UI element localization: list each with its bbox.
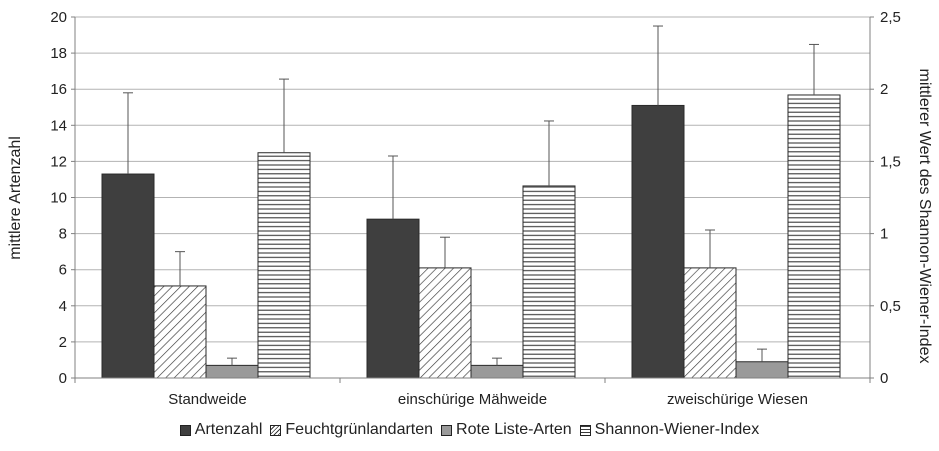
y-axis-left-label: mittlere Artenzahl bbox=[7, 136, 24, 260]
legend-item-artenzahl: Artenzahl bbox=[179, 421, 263, 439]
y-left-tick-label: 20 bbox=[50, 9, 67, 26]
bars-layer bbox=[101, 25, 841, 379]
y-right-tick-label: 2 bbox=[880, 81, 888, 98]
legend-label-artenzahl: Artenzahl bbox=[194, 421, 263, 438]
bar bbox=[101, 173, 155, 379]
y-left-tick-label: 10 bbox=[50, 190, 67, 207]
y-left-tick-label: 14 bbox=[50, 117, 67, 134]
bar bbox=[522, 185, 576, 379]
bar bbox=[257, 152, 311, 379]
chart-legend: Artenzahl Feuchtgrünlandarten Rote Liste… bbox=[0, 421, 939, 439]
bar bbox=[683, 267, 737, 379]
bar bbox=[418, 267, 472, 379]
y-left-tick-label: 18 bbox=[50, 45, 67, 62]
legend-item-shannon-wiener-index: Shannon-Wiener-Index bbox=[579, 421, 760, 439]
bar bbox=[631, 104, 685, 379]
legend-swatch-rote-liste-arten bbox=[441, 424, 453, 436]
axes-layer: 0 2 4 6 8 10 12 14 16 18 20 0 0,5 1 1,5 2 2,5 Standweide e… bbox=[50, 9, 901, 408]
bar bbox=[153, 285, 207, 379]
legend-item-rote-liste-arten: Rote Liste-Arten bbox=[441, 421, 572, 439]
y-right-tick-label: 1,5 bbox=[880, 153, 901, 170]
y-left-tick-label: 0 bbox=[59, 370, 67, 387]
x-tick-label: einschürige Mähweide bbox=[398, 391, 547, 408]
y-right-tick-label: 2,5 bbox=[880, 9, 901, 26]
bar bbox=[470, 364, 524, 379]
y-left-tick-label: 4 bbox=[59, 298, 67, 315]
y-left-tick-label: 16 bbox=[50, 81, 67, 98]
legend-item-feuchtgruenlandarten: Feuchtgrünlandarten bbox=[270, 421, 433, 439]
legend-label-feuchtgruenlandarten: Feuchtgrünlandarten bbox=[285, 421, 434, 438]
legend-swatch-shannon-wiener-index bbox=[579, 424, 591, 436]
bar bbox=[205, 364, 259, 379]
y-left-tick-label: 6 bbox=[59, 262, 67, 279]
y-right-tick-label: 0,5 bbox=[880, 298, 901, 315]
legend-label-rote-liste-arten: Rote Liste-Arten bbox=[456, 421, 572, 438]
y-right-tick-label: 1 bbox=[880, 226, 888, 243]
y-right-tick-label: 0 bbox=[880, 370, 888, 387]
bar bbox=[366, 218, 420, 379]
y-left-tick-label: 12 bbox=[50, 153, 67, 170]
x-tick-label: Standweide bbox=[168, 391, 246, 408]
y-left-tick-label: 8 bbox=[59, 226, 67, 243]
x-tick-label: zweischürige Wiesen bbox=[667, 391, 808, 408]
y-left-tick-label: 2 bbox=[59, 334, 67, 351]
legend-swatch-artenzahl bbox=[179, 424, 191, 436]
legend-label-shannon-wiener-index: Shannon-Wiener-Index bbox=[594, 421, 760, 438]
bar bbox=[787, 94, 841, 379]
bar bbox=[735, 361, 789, 379]
legend-swatch-feuchtgruenlandarten bbox=[270, 424, 282, 436]
grid-lines bbox=[75, 16, 870, 343]
y-axis-right-label: mittlerer Wert des Shannon-Wiener-Index bbox=[916, 69, 933, 364]
